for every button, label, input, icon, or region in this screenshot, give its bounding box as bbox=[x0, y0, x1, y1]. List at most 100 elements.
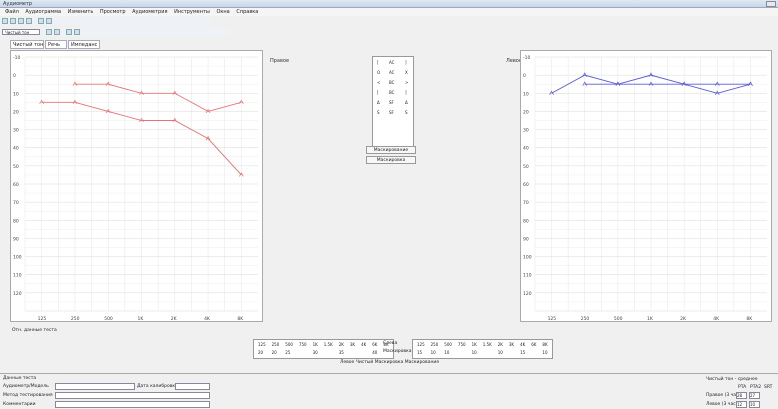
comment-label: Комментарии bbox=[3, 402, 36, 407]
y-tick-label: 80 bbox=[523, 218, 529, 224]
legend-row[interactable]: S SF S bbox=[377, 110, 408, 115]
open-icon[interactable] bbox=[10, 18, 16, 24]
series-line bbox=[74, 83, 242, 112]
y-tick-label: 100 bbox=[523, 255, 532, 261]
zoom-icon[interactable] bbox=[74, 29, 80, 35]
legend-row[interactable]: < BC > bbox=[377, 80, 409, 85]
y-tick-label: 110 bbox=[13, 273, 22, 279]
x-tick-label: 2K bbox=[680, 316, 687, 322]
chart-icon[interactable] bbox=[46, 29, 52, 35]
data-point bbox=[239, 99, 244, 105]
x-tick-label: 250 bbox=[581, 316, 590, 322]
bottom-caption: Левое Чистый Маскировка Маскирование bbox=[340, 360, 440, 365]
y-tick-label: 120 bbox=[523, 291, 532, 297]
masking-button[interactable]: Маскирование bbox=[366, 146, 416, 154]
y-tick-label: 10 bbox=[13, 91, 19, 97]
print-icon[interactable] bbox=[26, 18, 32, 24]
x-tick-label: 4K bbox=[204, 316, 211, 322]
data-point bbox=[582, 72, 588, 77]
legend-row[interactable]: Δ SF Δ bbox=[377, 100, 408, 105]
y-tick-label: 0 bbox=[13, 73, 16, 79]
undo-icon[interactable] bbox=[38, 18, 44, 24]
y-tick-label: 80 bbox=[13, 218, 19, 224]
left-panel-label: Правое bbox=[270, 58, 290, 64]
y-tick-label: 20 bbox=[523, 109, 529, 115]
notes-label: Отн. данные теста bbox=[12, 328, 57, 333]
avg-col-srt: SRT bbox=[764, 385, 773, 390]
legend-row[interactable]: [AC] bbox=[377, 60, 407, 65]
x-tick-label: 8K bbox=[746, 316, 753, 322]
y-tick-label: 50 bbox=[13, 164, 19, 170]
data-point bbox=[239, 172, 244, 177]
y-tick-label: 70 bbox=[13, 200, 19, 206]
tab-impedance[interactable]: Импеданс bbox=[68, 40, 100, 49]
menu-audiogram[interactable]: Аудиограмма bbox=[25, 9, 62, 15]
freq-mid-label-2: Маскировка bbox=[383, 349, 412, 354]
data-point bbox=[549, 90, 554, 95]
new-icon[interactable] bbox=[2, 18, 8, 24]
y-tick-label: 30 bbox=[523, 128, 529, 134]
symbol-legend[interactable]: [AC] O AC X < BC > [BC] Δ SF Δ S SF S bbox=[372, 56, 414, 148]
freq-mid-label-1: Слева bbox=[383, 341, 398, 346]
menu-edit[interactable]: Изменить bbox=[67, 9, 94, 15]
data-point bbox=[205, 135, 211, 141]
y-tick-label: 60 bbox=[523, 182, 529, 188]
x-tick-label: 8K bbox=[237, 316, 244, 322]
x-tick-label: 1K bbox=[647, 316, 654, 322]
method-select[interactable] bbox=[55, 392, 210, 399]
menu-windows[interactable]: Окна bbox=[216, 9, 230, 15]
toolbar-main bbox=[0, 17, 210, 25]
avg-col-pta2: PTA2 bbox=[750, 385, 762, 390]
data-point bbox=[139, 117, 144, 123]
comment-field[interactable] bbox=[55, 401, 210, 408]
avg-left-pta: 12 bbox=[736, 401, 747, 408]
y-tick-label: 90 bbox=[523, 236, 529, 242]
table-icon[interactable] bbox=[54, 29, 60, 35]
right-freq-table: 125 250 500 750 1K 1.5K 2K 3K 4K 6K 8K 20 20 25 30… bbox=[253, 339, 394, 359]
left-ear-audiogram[interactable]: -10 0 10 20 30 40 50 60 70 80 90 100 110 120 125 250 500… bbox=[520, 50, 772, 322]
tab-speech[interactable]: Речь bbox=[45, 40, 67, 49]
avg-row-right-label: Правое (3 част.) bbox=[706, 393, 745, 398]
legend-row[interactable]: [BC] bbox=[377, 90, 407, 95]
avg-title: Чистый тон - среднее bbox=[706, 377, 758, 382]
left-freq-table: 125 250 500 750 1K 1.5K 2K 3K 4K 6K 8K 15 10 10 10… bbox=[412, 339, 553, 359]
menu-tools[interactable]: Инструменты bbox=[174, 9, 210, 15]
right-ear-audiogram[interactable]: -10 0 10 20 30 40 50 60 70 80 90 100 110 120 125 250 500… bbox=[10, 50, 263, 322]
data-point bbox=[105, 108, 111, 114]
redo-icon[interactable] bbox=[46, 18, 52, 24]
data-point bbox=[172, 117, 178, 123]
left-ear-chart-svg: -10 0 10 20 30 40 50 60 70 80 90 100 110 120 125 250 500… bbox=[523, 55, 767, 322]
x-tick-label: 2K bbox=[171, 316, 178, 322]
legend-row[interactable]: O AC X bbox=[377, 70, 408, 75]
avg-left-pta2: 10 bbox=[749, 401, 760, 408]
right-panel-label: Левое bbox=[506, 58, 522, 64]
right-ear-chart-svg: -10 0 10 20 30 40 50 60 70 80 90 100 110 120 125 250 500… bbox=[13, 55, 258, 322]
y-tick-label: 40 bbox=[523, 146, 529, 152]
data-point bbox=[648, 81, 654, 86]
bottom-panel: Данные теста Аудиометр/Модель Дата калиб… bbox=[0, 373, 778, 409]
avg-row-left-label: Левое (3 част.) bbox=[706, 402, 742, 407]
close-window-button[interactable] bbox=[766, 1, 776, 7]
save-icon[interactable] bbox=[18, 18, 24, 24]
y-tick-label: 30 bbox=[13, 128, 19, 134]
menu-file[interactable]: Файл bbox=[5, 9, 19, 15]
menu-view[interactable]: Просмотр bbox=[99, 9, 126, 15]
masking-mode-button[interactable]: Маскировка bbox=[366, 156, 416, 164]
avg-col-pta: PTA bbox=[738, 385, 747, 390]
y-tick-label: 110 bbox=[523, 273, 532, 279]
menu-audiometry[interactable]: Аудиометрия bbox=[132, 9, 168, 15]
data-point bbox=[105, 81, 111, 86]
mask-icon[interactable] bbox=[66, 29, 72, 35]
calibration-date-label: Дата калибровки bbox=[137, 384, 179, 389]
tab-pure-tone[interactable]: Чистый тон bbox=[10, 40, 44, 49]
test-type-select[interactable]: Чистый тон bbox=[2, 29, 40, 35]
data-point bbox=[748, 81, 753, 86]
instrument-select[interactable] bbox=[55, 383, 135, 390]
app-title: Аудиометр bbox=[3, 1, 33, 7]
x-tick-label: 500 bbox=[614, 316, 623, 322]
menu-help[interactable]: Справка bbox=[236, 9, 259, 15]
calibration-date-field[interactable] bbox=[175, 383, 210, 390]
data-point bbox=[139, 90, 144, 95]
y-tick-label: 90 bbox=[13, 236, 19, 242]
y-tick-label: -10 bbox=[13, 55, 20, 61]
